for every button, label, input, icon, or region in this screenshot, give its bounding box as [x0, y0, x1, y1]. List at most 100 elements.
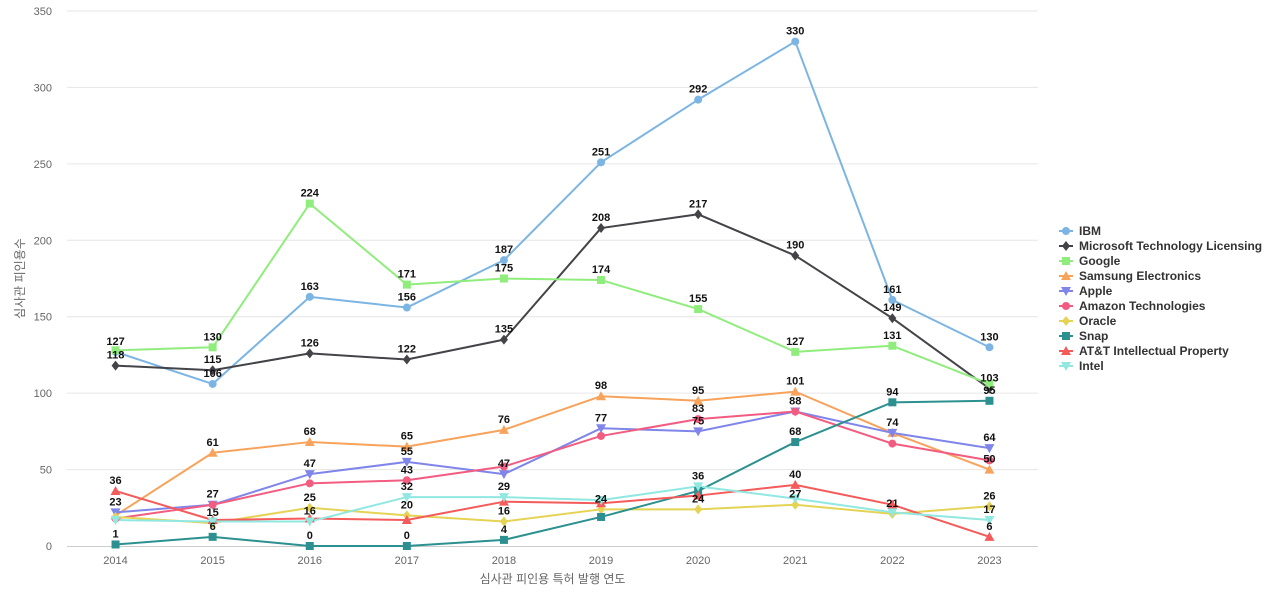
- data-label: 29: [498, 481, 510, 493]
- data-label: 115: [204, 354, 222, 366]
- data-label: 32: [401, 481, 413, 493]
- series-line: [115, 485, 990, 523]
- data-label: 4: [501, 524, 508, 536]
- data-point: [791, 250, 800, 261]
- data-point: [597, 158, 606, 167]
- legend-item[interactable]: Snap: [1059, 329, 1108, 343]
- x-axis-title: 심사관 피인용 특허 발행 연도: [480, 571, 626, 586]
- data-label: 94: [886, 386, 899, 398]
- data-point: [401, 457, 412, 467]
- data-label: 149: [883, 302, 901, 314]
- data-label: 17: [983, 504, 995, 516]
- data-point: [207, 447, 218, 457]
- data-label: 217: [689, 198, 707, 210]
- legend-marker: [1062, 316, 1070, 326]
- legend-marker: [1062, 332, 1070, 340]
- data-point: [694, 415, 703, 424]
- legend-item[interactable]: Google: [1059, 254, 1121, 268]
- data-point: [305, 199, 314, 208]
- data-label: 0: [404, 530, 410, 542]
- legend-item[interactable]: Intel: [1059, 359, 1104, 373]
- data-label: 65: [401, 431, 413, 443]
- series-markers: [110, 37, 995, 550]
- legend-item[interactable]: Apple: [1059, 284, 1113, 298]
- legend-label: Oracle: [1079, 314, 1117, 328]
- data-label: 27: [207, 489, 219, 501]
- data-point: [208, 365, 217, 376]
- data-label: 251: [592, 146, 610, 158]
- data-point: [111, 346, 120, 355]
- data-point: [694, 209, 703, 220]
- data-point: [597, 512, 606, 521]
- data-point: [888, 313, 897, 324]
- x-tick-label: 2023: [977, 555, 1001, 567]
- data-point: [887, 499, 898, 509]
- series-line: [115, 399, 990, 547]
- data-point: [304, 517, 315, 527]
- data-point: [887, 428, 898, 438]
- data-label: 0: [307, 530, 313, 542]
- legend-label: Amazon Technologies: [1079, 299, 1206, 313]
- data-label: 24: [595, 493, 608, 505]
- legend-item[interactable]: IBM: [1059, 224, 1101, 238]
- data-label: 98: [595, 380, 607, 392]
- data-point: [791, 438, 800, 447]
- data-label: 61: [207, 437, 219, 449]
- x-tick-label: 2019: [589, 555, 613, 567]
- data-point: [984, 444, 995, 454]
- data-point: [208, 379, 217, 388]
- data-point: [694, 305, 703, 314]
- y-axis-title: 심사관 피인용수: [13, 238, 27, 319]
- data-point: [984, 464, 995, 474]
- data-label: 135: [495, 324, 513, 336]
- data-point: [790, 386, 801, 396]
- data-point: [596, 496, 607, 506]
- series-line: [115, 503, 990, 525]
- data-label: 68: [304, 426, 316, 438]
- data-label: 23: [109, 496, 121, 508]
- legend-label: IBM: [1079, 224, 1101, 238]
- data-point: [791, 37, 800, 46]
- data-point: [499, 462, 508, 471]
- data-label: 1: [112, 528, 118, 540]
- data-label: 95: [983, 385, 995, 397]
- data-point: [499, 535, 508, 544]
- legend-marker: [1061, 287, 1071, 296]
- data-label: 175: [495, 263, 513, 275]
- x-tick-label: 2018: [492, 555, 516, 567]
- data-label: 161: [883, 284, 901, 296]
- legend-item[interactable]: Microsoft Technology Licensing: [1059, 239, 1262, 253]
- data-label: 127: [786, 336, 804, 348]
- legend-marker: [1062, 257, 1070, 265]
- data-point: [596, 424, 607, 434]
- data-label: 64: [983, 432, 996, 444]
- x-tick-label: 2016: [298, 555, 322, 567]
- legend-marker: [1062, 302, 1070, 310]
- data-point: [111, 540, 120, 549]
- data-point: [305, 502, 314, 513]
- y-tick-label: 200: [34, 235, 52, 247]
- data-point: [304, 437, 315, 447]
- data-label: 47: [304, 458, 316, 470]
- data-label: 43: [401, 464, 413, 476]
- x-tick-label: 2020: [686, 555, 710, 567]
- x-tick-label: 2017: [395, 555, 419, 567]
- legend-item[interactable]: AT&T Intellectual Property: [1059, 344, 1229, 358]
- series-line: [115, 40, 990, 385]
- legend-marker: [1061, 271, 1071, 280]
- data-point: [596, 391, 607, 401]
- data-point: [304, 470, 315, 480]
- legend-item[interactable]: Amazon Technologies: [1059, 299, 1206, 313]
- data-label: 75: [692, 415, 704, 427]
- data-point: [791, 407, 800, 416]
- data-point: [693, 395, 704, 405]
- grid-lines: [67, 10, 1038, 471]
- legend-marker: [1062, 241, 1070, 251]
- data-label: 6: [986, 521, 992, 533]
- data-point: [888, 341, 897, 350]
- legend-item[interactable]: Samsung Electronics: [1059, 269, 1201, 283]
- x-tick-label: 2021: [783, 555, 807, 567]
- data-label: 74: [886, 417, 899, 429]
- data-point: [888, 295, 897, 304]
- legend-item[interactable]: Oracle: [1059, 314, 1117, 328]
